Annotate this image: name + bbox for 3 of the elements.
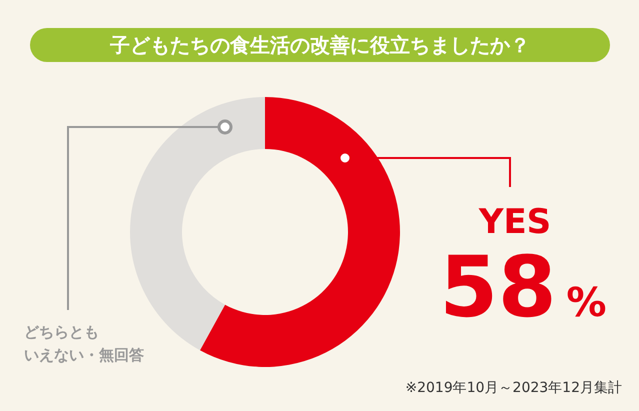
- chart-title: 子どもたちの食生活の改善に役立ちましたか？: [109, 33, 530, 57]
- slice-label: どちらともいえない・無回答: [24, 323, 144, 364]
- text: ※2019年10月～2023年12月集計: [405, 380, 622, 396]
